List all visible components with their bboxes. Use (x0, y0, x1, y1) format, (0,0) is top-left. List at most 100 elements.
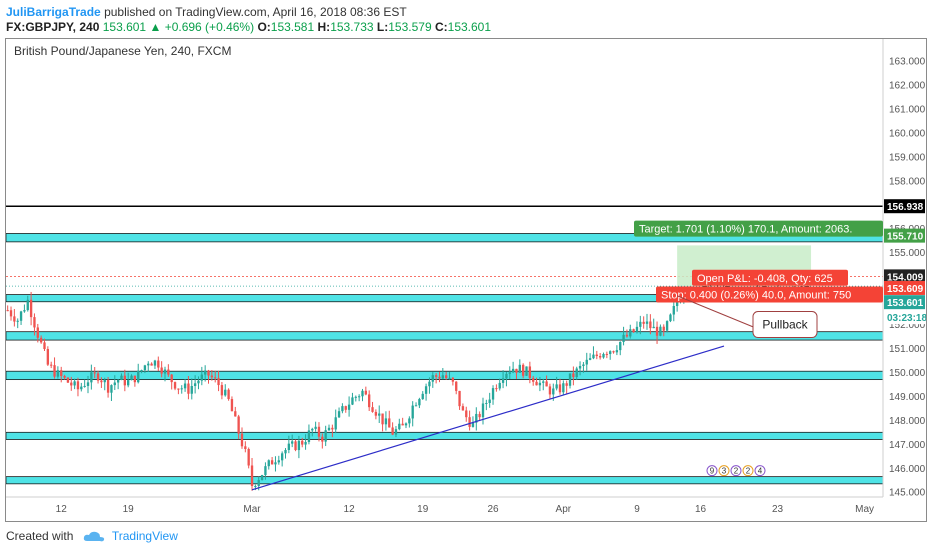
candle-body (505, 373, 508, 379)
level-label-156938-bg (884, 199, 925, 214)
candle-body (80, 386, 83, 390)
candle-body (83, 385, 86, 387)
candle-body (301, 440, 304, 445)
level-label-153609: 153.609 (887, 284, 924, 295)
candle-body (662, 326, 665, 331)
candle-body (568, 373, 572, 386)
candle-body (220, 385, 224, 396)
close-value: 153.601 (447, 20, 492, 34)
candle-body (143, 365, 147, 371)
candle-body (548, 386, 552, 395)
candle-body (468, 417, 471, 427)
candle-body (532, 378, 535, 382)
candle-body (16, 320, 19, 322)
bar-countdown-bg (884, 310, 925, 325)
candle-body (170, 374, 173, 383)
x-tick-label: Apr (556, 504, 572, 515)
level-label-154009: 154.009 (887, 272, 924, 283)
candle-body (659, 326, 662, 336)
created-with-text: Created with (6, 529, 74, 543)
y-tick-label: 160.000 (889, 128, 926, 139)
candle-body (123, 375, 127, 386)
callout-box (752, 311, 818, 339)
candle-body (183, 383, 187, 389)
candle-body (458, 390, 461, 407)
candle-body (311, 428, 314, 431)
candle-body (167, 369, 170, 375)
candle-body (137, 370, 140, 383)
candle-body (230, 399, 234, 412)
candle-body (441, 375, 444, 379)
candle-body (602, 353, 605, 358)
candle-body (471, 422, 475, 427)
stop-label-bg (656, 286, 883, 303)
candle-body (160, 367, 163, 374)
candle-body (46, 349, 50, 365)
callout-pointer (676, 295, 758, 329)
candle-body (284, 449, 287, 454)
candle-body (163, 369, 167, 374)
candle-body (66, 377, 70, 383)
candle-body (669, 314, 672, 322)
candle-body (321, 436, 324, 442)
level-label-153609-bg (884, 280, 925, 295)
candle-body (270, 460, 274, 465)
candle-body (578, 365, 582, 369)
candle-body (485, 402, 488, 404)
author-link[interactable]: JuliBarrigaTrade (6, 5, 101, 19)
candle-body (455, 381, 458, 391)
candle-body (665, 321, 669, 331)
candle-body (9, 310, 13, 317)
candle-body (264, 466, 267, 476)
high-value: 153.733 (330, 20, 374, 34)
candle-body (237, 416, 240, 434)
chart-frame[interactable]: 163.000 162.000 161.000 160.000 159.000 158.0… (5, 38, 927, 522)
trendline (251, 345, 725, 491)
candle-body (508, 372, 511, 374)
level-label-154009-bg (884, 269, 925, 284)
candle-body (86, 382, 90, 386)
candle-body (675, 302, 679, 306)
candle-body (357, 396, 361, 398)
candle-body (133, 375, 137, 383)
candle-body (542, 381, 545, 383)
candle-body (180, 388, 183, 390)
candle-body (56, 370, 60, 377)
candle-body (127, 380, 130, 386)
pnl-label: Open P&L: -0.408, Qty: 625 (697, 273, 833, 285)
candle-body (197, 380, 200, 384)
chart-title: British Pound/Japanese Yen, 240, FXCM (14, 44, 231, 58)
candle-body (274, 462, 277, 465)
price-change: +0.696 (+0.46%) (164, 20, 255, 34)
candle-body (203, 370, 207, 375)
candle-body (76, 381, 80, 390)
candle-body (287, 443, 291, 450)
candle-body (280, 453, 284, 461)
target-label-bg (634, 220, 883, 237)
tradingview-link[interactable]: TradingView (111, 529, 178, 543)
candle-body (535, 381, 538, 386)
x-tick-label: 9 (634, 504, 640, 515)
last-price-label-bg (884, 295, 925, 310)
close-label: C: (434, 20, 448, 34)
x-tick-label: 23 (772, 504, 784, 515)
x-tick-label: 12 (344, 504, 356, 515)
candle-body (619, 341, 622, 351)
candle-body (374, 411, 378, 416)
candle-body (622, 334, 625, 342)
candle-body (157, 360, 160, 368)
candle-body (247, 448, 250, 466)
y-tick-label: 158.000 (889, 176, 926, 187)
level-label-155710: 155.710 (887, 232, 924, 243)
candle-body (364, 390, 368, 395)
economic-event-count: 2 (746, 467, 751, 476)
candle-body (592, 354, 595, 359)
candle-body (495, 388, 498, 390)
price-chart[interactable]: 163.000 162.000 161.000 160.000 159.000 158.0… (6, 39, 926, 521)
candle-body (317, 426, 321, 437)
economic-event-count: 2 (734, 467, 739, 476)
candle-body (331, 427, 334, 430)
candle-body (354, 396, 357, 398)
candle-body (511, 368, 515, 373)
candle-body (39, 337, 43, 343)
